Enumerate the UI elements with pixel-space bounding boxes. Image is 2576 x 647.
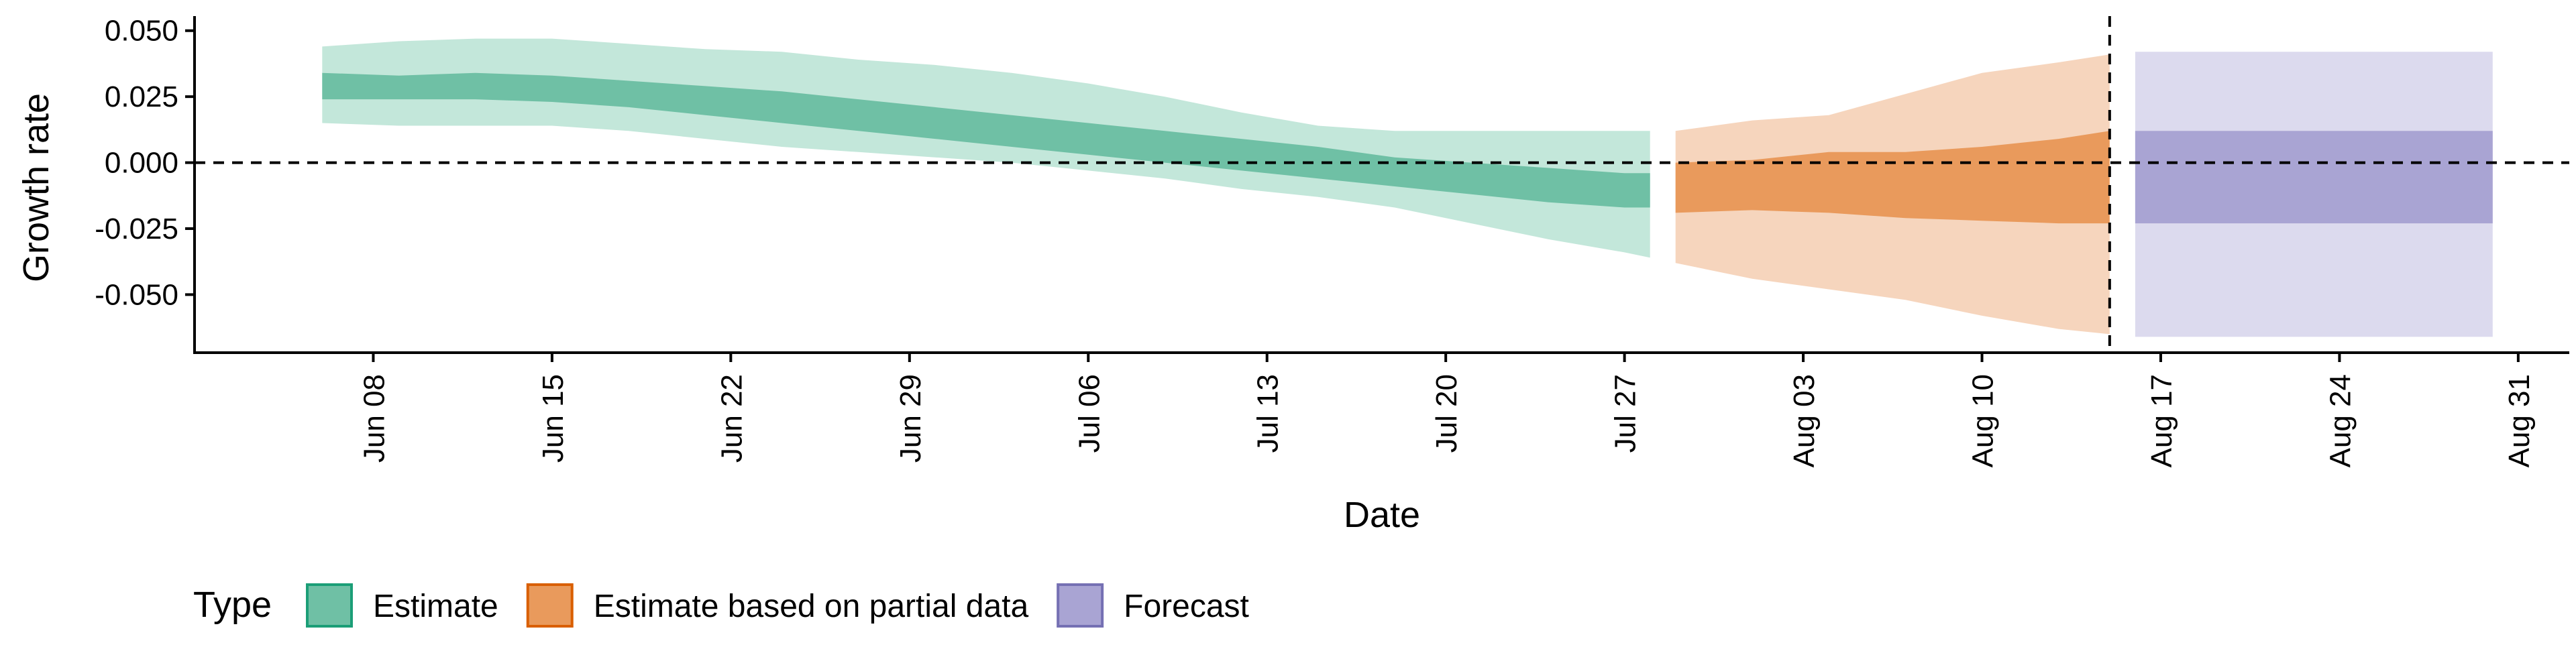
y-axis-title: Growth rate <box>16 93 56 282</box>
legend-swatch <box>526 583 574 628</box>
reference-lines <box>195 16 2569 353</box>
legend: Type Estimate Estimate based on partial d… <box>193 583 1249 628</box>
x-tick-label: Jun 22 <box>715 374 748 463</box>
axes: -0.050 -0.025 0.000 0.025 0.050 Jun 08 Jun 15 J… <box>95 15 2569 467</box>
series-forecast <box>2135 52 2493 337</box>
series-estimate <box>322 38 1650 258</box>
x-tick-label: Jun 29 <box>894 374 927 463</box>
x-tick-label: Jul 13 <box>1252 374 1285 453</box>
y-tick-label: -0.050 <box>95 278 178 311</box>
legend-item-forecast: Forecast <box>1057 583 1249 628</box>
estimate-inner-band <box>322 72 1650 208</box>
x-tick-label: Aug 17 <box>2145 374 2178 467</box>
x-tick-label: Jul 20 <box>1430 374 1463 453</box>
legend-item-estimate: Estimate <box>306 583 498 628</box>
estimate-outer-band <box>322 38 1650 258</box>
x-tick-label: Aug 10 <box>1967 374 2000 467</box>
x-tick-label: Jul 06 <box>1073 374 1106 453</box>
x-tick-label: Jun 15 <box>537 374 570 463</box>
y-tick-label: 0.025 <box>105 80 178 113</box>
y-tick-label: 0.000 <box>105 147 178 180</box>
legend-item-estimate-based-on-partial-data: Estimate based on partial data <box>526 583 1029 628</box>
y-tick-label: -0.025 <box>95 213 178 245</box>
x-tick-label: Jun 08 <box>358 374 391 463</box>
forecast-inner-band <box>2135 131 2493 224</box>
legend-title: Type <box>193 585 272 625</box>
x-tick-label: Aug 31 <box>2503 374 2536 467</box>
estimate-based-on-partial-data-inner-band <box>1675 131 2110 224</box>
legend-swatch <box>1057 583 1104 628</box>
legend-label: Estimate <box>373 589 498 624</box>
x-tick-label: Aug 03 <box>1788 374 1821 467</box>
x-tick-label: Aug 24 <box>2324 374 2357 467</box>
x-tick-label: Jul 27 <box>1609 374 1642 453</box>
bands-layer <box>322 38 2493 337</box>
legend-swatch <box>306 583 353 628</box>
y-tick-label: 0.050 <box>105 15 178 48</box>
legend-label: Estimate based on partial data <box>594 589 1029 624</box>
series-estimate-based-on-partial-data <box>1675 54 2110 335</box>
legend-label: Forecast <box>1124 589 1249 624</box>
x-axis-title: Date <box>1344 495 1420 535</box>
